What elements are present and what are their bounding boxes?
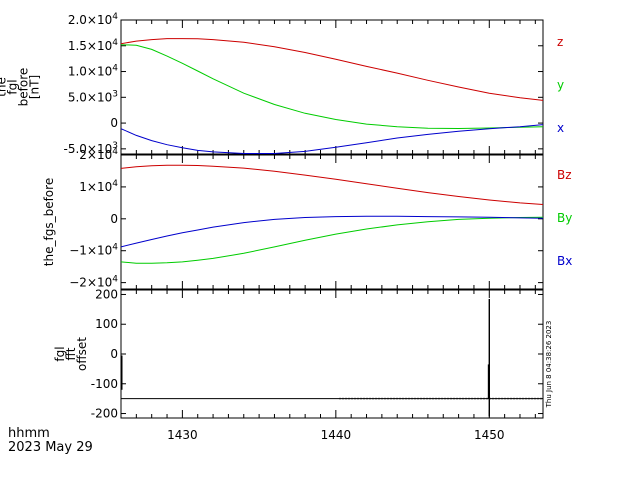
y-tick-label: 0: [110, 212, 118, 226]
series-line-x: [121, 124, 543, 154]
x-tick-label: 1450: [474, 428, 505, 442]
legend-entry-by: By: [557, 211, 572, 225]
y-tick-label: -200: [91, 407, 118, 421]
legend-entry-z: z: [557, 35, 563, 49]
legend-entry-bx: Bx: [557, 254, 572, 268]
panel-frame: [120, 154, 544, 290]
y-axis-label-line: fgl: [53, 346, 67, 361]
y-axis-label-line: [nT]: [28, 75, 42, 99]
y-tick-label: −1×104: [69, 243, 118, 258]
footer-time-format: hhmm: [8, 426, 50, 441]
y-tick-label: 1×104: [79, 179, 118, 194]
y-tick-label: 5.0×103: [68, 89, 118, 104]
y-axis-label-line: the: [0, 77, 9, 97]
y-axis-label-line: fgl: [6, 79, 20, 94]
panel-frame: [120, 19, 544, 155]
y-axis-label-line: fft: [64, 347, 78, 360]
series-line-y: [121, 44, 543, 130]
x-tick-label: 1430: [167, 428, 198, 442]
legend-entry-x: x: [557, 121, 564, 135]
y-tick-label: 2×104: [79, 147, 118, 162]
y-tick-label: −2×104: [69, 275, 118, 290]
panel-2: 2×104 1×104 0 −1×104 −2×104 the_fgs_before Bz B…: [42, 147, 572, 290]
y-tick-label: 1.0×104: [68, 64, 118, 79]
timestamp-side-label: Thu Jun 8 04:38:26 2023: [545, 321, 553, 409]
series-line-by: [121, 216, 543, 264]
y-axis-label-line: before: [17, 68, 31, 107]
legend-entry-y: y: [557, 78, 564, 92]
y-tick-label: -100: [91, 377, 118, 391]
y-tick-label: 2.0×104: [68, 12, 118, 27]
x-tick-label: 1440: [321, 428, 352, 442]
y-tick-label: 0: [110, 116, 118, 130]
series-line-z: [121, 38, 543, 101]
y-axis-label-line: offset: [75, 337, 89, 371]
series-line-bx: [121, 215, 543, 248]
y-tick-label: 200: [95, 287, 118, 301]
y-tick-label: 0: [110, 347, 118, 361]
y-tick-label: -5.0×103: [64, 141, 118, 156]
series-line-bz: [121, 164, 543, 205]
panel-1: 2.0×104 1.5×104 1.0×104 5.0×103 0 -5.0×103 the…: [0, 12, 564, 156]
legend-entry-bz: Bz: [557, 168, 572, 182]
y-tick-label: 1.5×104: [68, 38, 118, 53]
y-tick-label: 100: [95, 317, 118, 331]
y-axis-label-line: the_fgs_before: [42, 178, 56, 266]
footer-date: 2023 May 29: [8, 440, 93, 455]
